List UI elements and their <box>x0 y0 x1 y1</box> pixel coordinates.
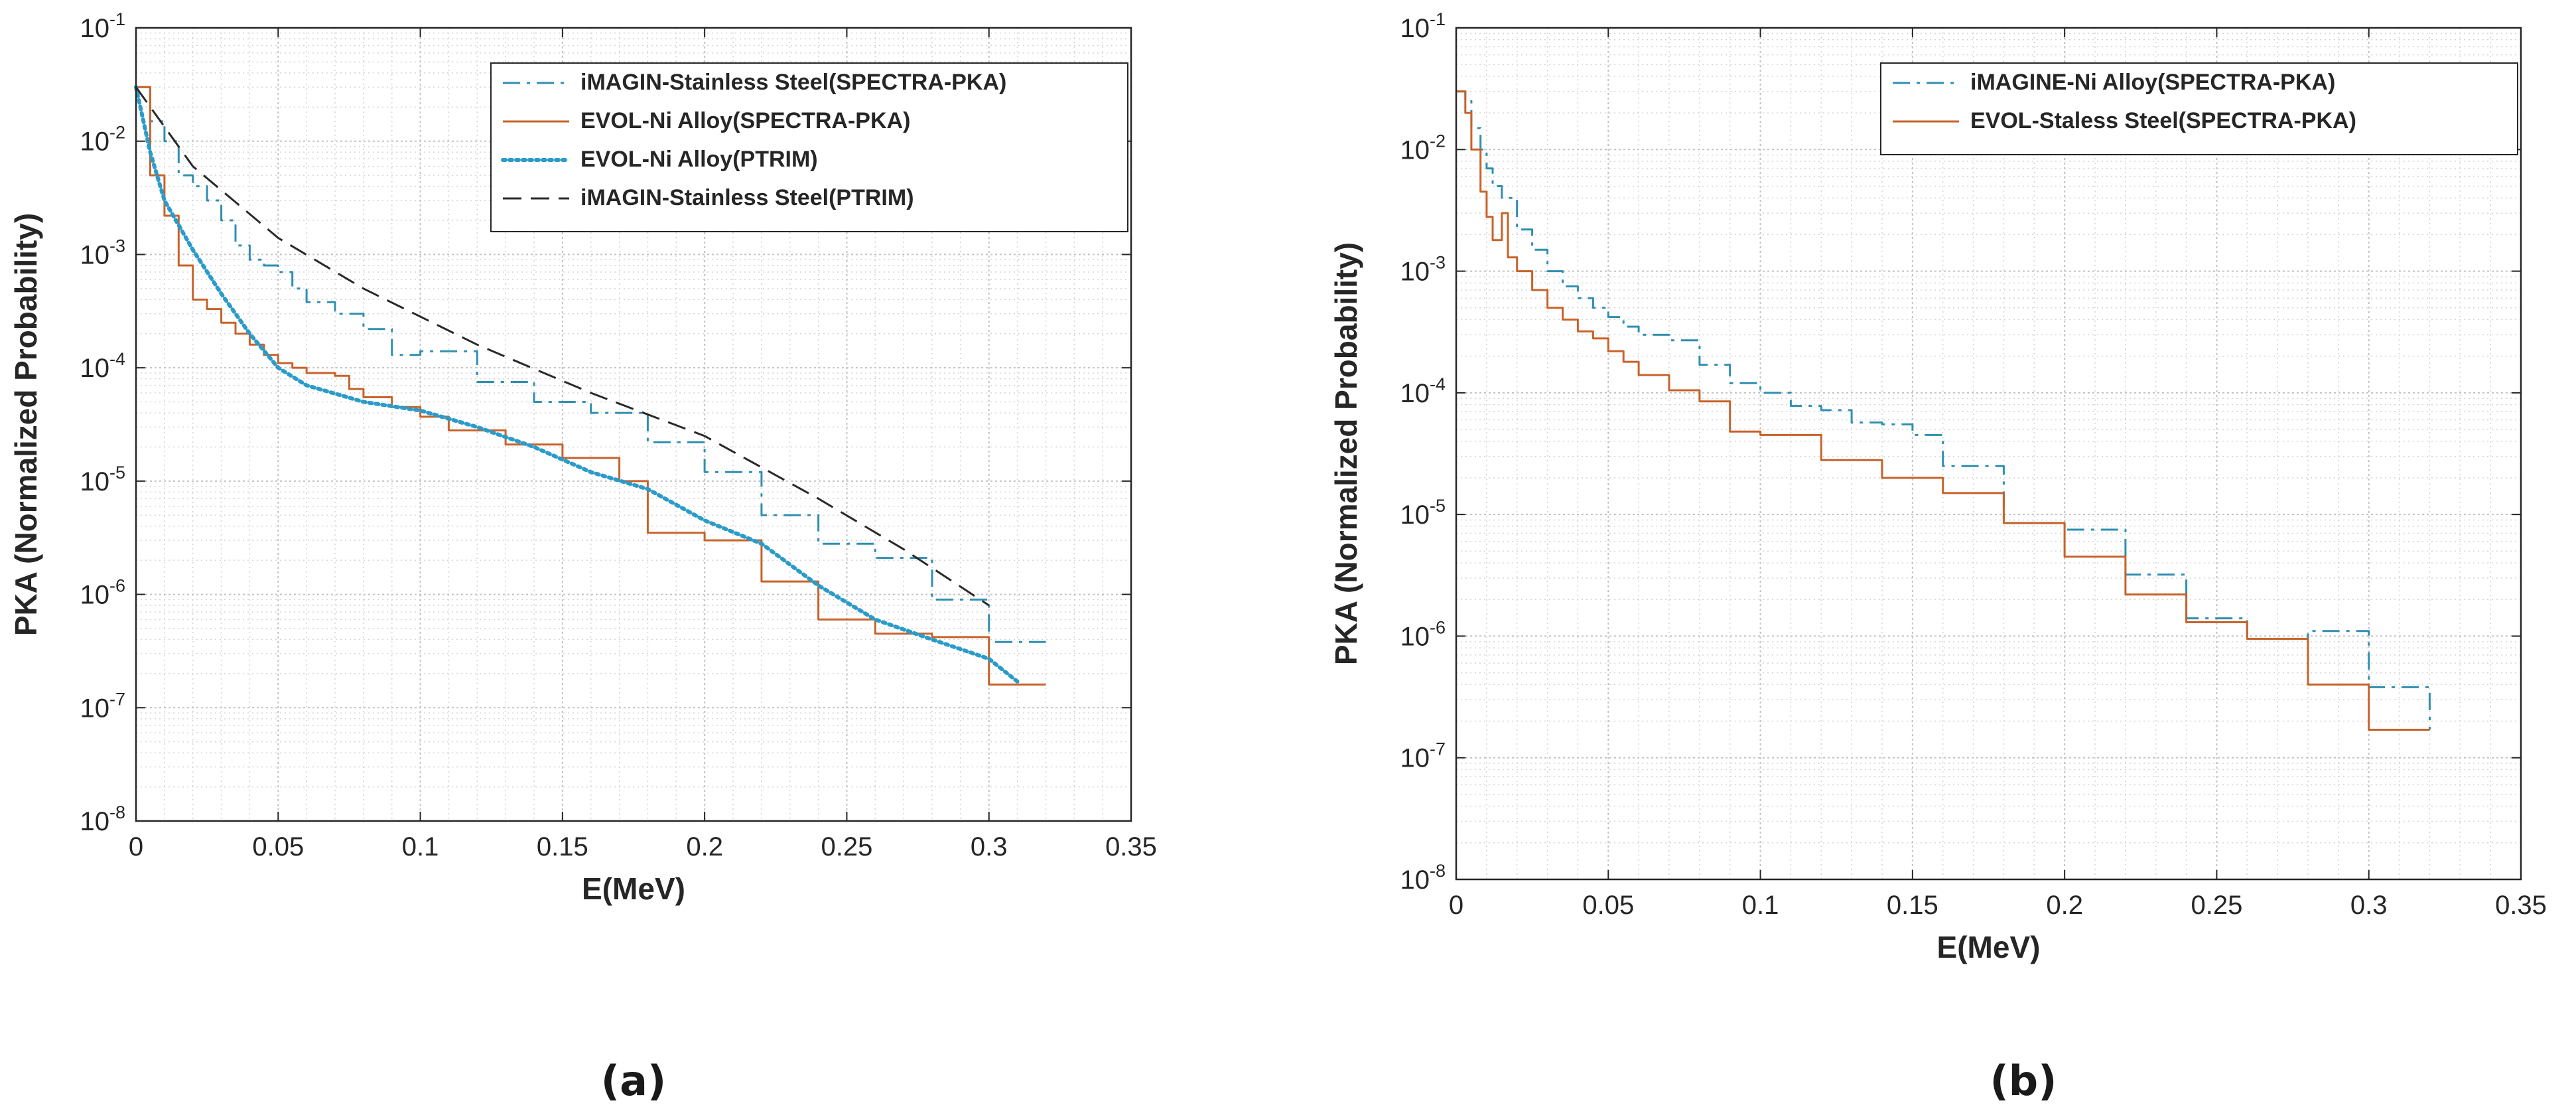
y-tick-label: 10-5 <box>80 463 125 496</box>
legend-box-a <box>490 62 1128 232</box>
x-tick-label: 0.25 <box>821 832 872 861</box>
x-tick-label: 0 <box>129 832 143 861</box>
series-line-a-2 <box>136 86 1046 686</box>
series-group-a <box>134 85 1046 686</box>
x-tick-label: 0.15 <box>537 832 588 861</box>
x-tick-label: 0.05 <box>252 832 304 861</box>
series-line-b-1 <box>1456 90 2431 730</box>
y-tick-label: 10-1 <box>80 9 125 43</box>
x-tick-label: 0.2 <box>686 832 723 861</box>
y-tick-label: 10-7 <box>80 689 125 723</box>
x-tick-label: 0.05 <box>1582 891 1634 920</box>
y-tick-label: 10-1 <box>1400 9 1446 43</box>
y-axis-title-a: PKA (Normalized Probability) <box>9 213 43 636</box>
series-group-b <box>1456 90 2431 731</box>
legend-b: iMAGINE-Ni Alloy(SPECTRA-PKA) EVOL-Stales… <box>1880 62 2518 155</box>
legend-label-a-3: EVOL-Ni Alloy(PTRIM) <box>580 147 818 172</box>
legend-a: iMAGIN-Stainless Steel(SPECTRA-PKA) EVOL-… <box>490 62 1128 232</box>
y-tick-label: 10-2 <box>1400 131 1446 165</box>
series-line-a-3 <box>134 85 1020 684</box>
grid-a <box>135 27 1132 822</box>
y-tick-label: 10-8 <box>1400 861 1446 895</box>
legend-label-a-1: iMAGIN-Stainless Steel(SPECTRA-PKA) <box>580 70 1006 95</box>
x-tick-label: 0.1 <box>402 832 439 861</box>
ticks-a: 0 0.05 0.1 0.15 0.2 0.25 0.3 0.35 10-8 10-7 10-6 10… <box>80 9 1156 861</box>
series-line-a-4 <box>135 86 990 607</box>
panel-caption-a: (a) <box>601 1057 667 1105</box>
x-tick-label: 0.35 <box>1105 832 1157 861</box>
legend-box-b <box>1880 62 2518 155</box>
x-axis-title-a: E(MeV) <box>582 871 685 906</box>
x-tick-label: 0.35 <box>2495 891 2547 920</box>
y-tick-label: 10-5 <box>1400 496 1446 530</box>
series-line-b-2 <box>1456 90 2430 731</box>
y-tick-label: 10-3 <box>80 236 125 269</box>
axes-frame-a <box>135 27 1132 822</box>
plot-area-b <box>1456 28 2521 879</box>
y-tick-label: 10-6 <box>80 576 125 610</box>
x-tick-label: 0.2 <box>2046 891 2083 920</box>
legend-label-b-2: EVOL-Staless Steel(SPECTRA-PKA) <box>1970 108 2356 133</box>
legend-label-a-4: iMAGIN-Stainless Steel(PTRIM) <box>580 185 914 210</box>
y-tick-label: 10-2 <box>80 123 125 157</box>
y-tick-label: 10-8 <box>80 802 125 836</box>
chart-panel-b: 0 0.05 0.1 0.15 0.2 0.25 0.3 0.35 10-8 10-7 10-6 10… <box>1329 9 2547 1105</box>
x-tick-label: 0.3 <box>2350 891 2388 920</box>
y-tick-label: 10-7 <box>1400 739 1446 773</box>
axes-frame-b <box>1455 27 2522 881</box>
y-tick-label: 10-4 <box>1400 374 1446 408</box>
y-tick-label: 10-4 <box>80 349 125 383</box>
x-tick-label: 0 <box>1449 891 1463 920</box>
chart-panel-a: 0 0.05 0.1 0.15 0.2 0.25 0.3 0.35 10-8 10-7 10-6 10… <box>9 9 1157 1105</box>
y-axis-title-b: PKA (Normalized Probability) <box>1329 242 1363 665</box>
grid-b <box>1456 27 2522 880</box>
y-tick-label: 10-3 <box>1400 253 1446 287</box>
ticks-b: 0 0.05 0.1 0.15 0.2 0.25 0.3 0.35 10-8 10-7 10-6 10… <box>1400 9 2546 920</box>
x-tick-label: 0.3 <box>971 832 1008 861</box>
x-axis-title-b: E(MeV) <box>1937 930 2041 964</box>
panel-caption-b: (b) <box>1990 1057 2057 1105</box>
legend-label-b-1: iMAGINE-Ni Alloy(SPECTRA-PKA) <box>1970 70 2335 95</box>
x-tick-label: 0.15 <box>1887 891 1938 920</box>
x-tick-label: 0.1 <box>1742 891 1779 920</box>
x-tick-label: 0.25 <box>2191 891 2242 920</box>
y-tick-label: 10-6 <box>1400 617 1446 651</box>
legend-label-a-2: EVOL-Ni Alloy(SPECTRA-PKA) <box>580 108 910 133</box>
